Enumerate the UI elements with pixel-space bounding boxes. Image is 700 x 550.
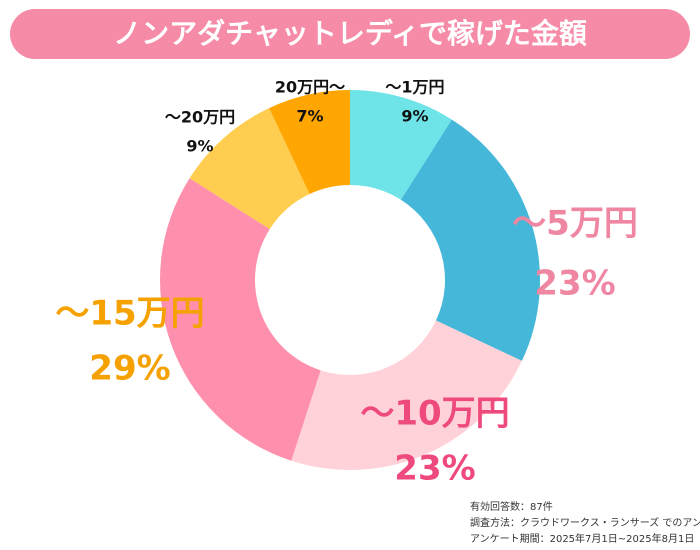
slice-value-label: 9%	[401, 107, 428, 126]
slice-value-label: 23%	[394, 449, 475, 489]
donut-slice	[350, 90, 452, 200]
slice-value-label: 7%	[296, 107, 323, 126]
donut-slice	[189, 108, 310, 230]
note: アンケート期間：2025年7月1日~2025年8月1日	[470, 532, 694, 545]
donut-slice	[400, 119, 540, 361]
slice-label: ～20万円	[165, 108, 235, 127]
chart-title: ノンアダチャットレディで稼げた金額	[113, 17, 587, 50]
donut-slice	[269, 90, 350, 195]
title-banner	[10, 9, 690, 59]
donut-slice	[159, 178, 321, 461]
slice-value-label: 23%	[534, 264, 615, 304]
slice-value-label: 9%	[186, 137, 213, 156]
slice-label: ～5万円	[512, 204, 638, 244]
slice-value-label: 29%	[89, 349, 170, 389]
slice-label: ～10万円	[360, 394, 509, 434]
slice-label: 20万円～	[275, 78, 345, 97]
slice-label: ～1万円	[385, 78, 444, 97]
note: 有効回答数：87件	[470, 500, 553, 513]
donut-slice	[291, 320, 522, 470]
slice-label: ～15万円	[55, 294, 204, 334]
note: 調査方法：クラウドワークス・ランサーズ でのアンケート	[470, 516, 700, 529]
